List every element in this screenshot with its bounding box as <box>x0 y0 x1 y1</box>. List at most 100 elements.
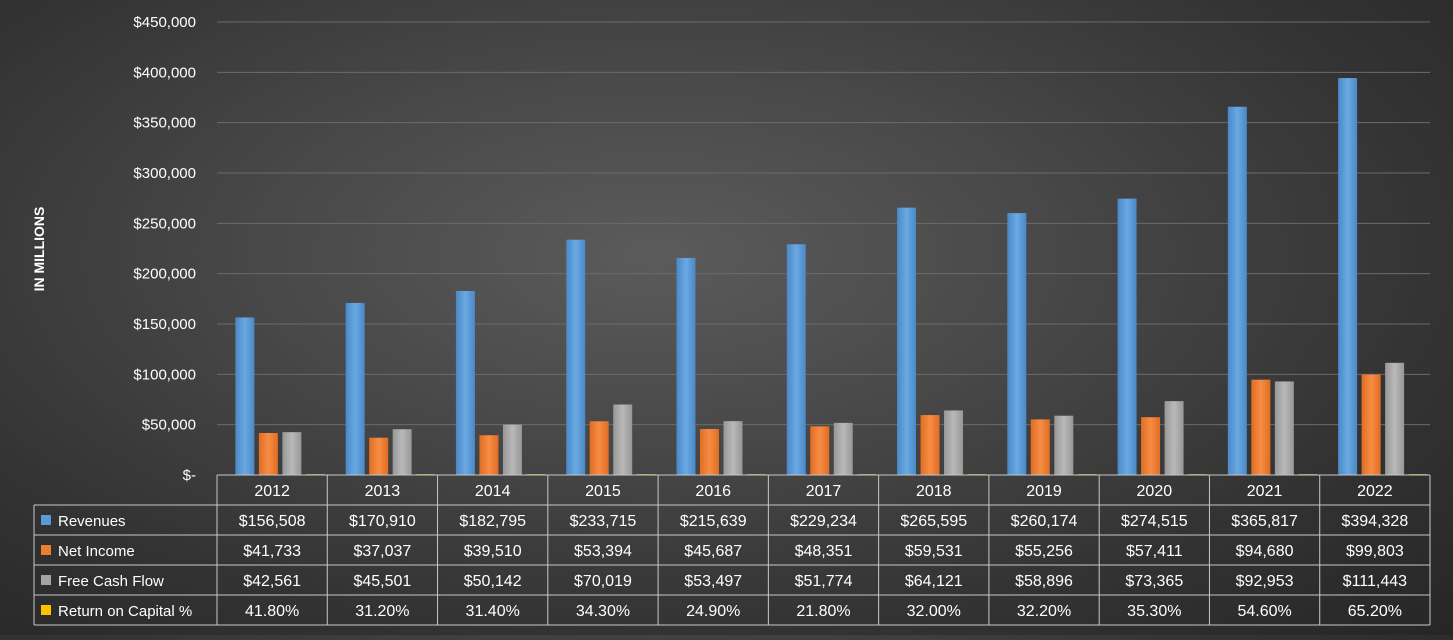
bar-revenues-2019 <box>1007 213 1027 476</box>
bar-free-cash-flow-2014 <box>502 424 522 475</box>
data-label: $170,910 <box>349 513 416 530</box>
y-tick-label: $300,000 <box>133 165 196 182</box>
data-label: $55,256 <box>1015 543 1073 560</box>
bars <box>235 78 1428 476</box>
data-label: $215,639 <box>680 513 747 530</box>
y-tick-label: $150,000 <box>133 316 196 333</box>
data-table: 2012 2013 2014 2015 2016 2017 2018 2019 2020 2021… <box>33 474 1431 626</box>
data-label: $48,351 <box>795 543 853 560</box>
x-tick-label: 2012 <box>254 483 290 500</box>
bar-revenues-2016 <box>676 257 696 475</box>
legend-label: Net Income <box>58 543 135 560</box>
y-tick-label: $350,000 <box>133 115 196 132</box>
data-label: $45,501 <box>353 573 411 590</box>
data-label: 65.20% <box>1348 603 1402 620</box>
data-label: $260,174 <box>1011 513 1078 530</box>
data-label: $45,687 <box>684 543 742 560</box>
bar-revenues-2013 <box>345 302 365 475</box>
gridlines <box>217 21 1430 476</box>
legend-swatch <box>41 605 51 615</box>
data-label: $73,365 <box>1125 573 1183 590</box>
data-label: $233,715 <box>570 513 637 530</box>
bar-net-income-2014 <box>479 435 499 475</box>
bar-free-cash-flow-2017 <box>833 422 853 475</box>
bar-revenues-2014 <box>455 290 475 475</box>
bar-revenues-2020 <box>1117 198 1137 475</box>
legend-swatch <box>41 575 51 585</box>
bar-free-cash-flow-2015 <box>613 404 633 475</box>
bar-net-income-2017 <box>810 426 830 475</box>
x-tick-label: 2014 <box>475 483 511 500</box>
bar-net-income-2012 <box>258 432 278 475</box>
bar-net-income-2020 <box>1141 417 1161 475</box>
x-tick-label: 2019 <box>1026 483 1062 500</box>
data-label: $394,328 <box>1341 513 1408 530</box>
y-tick-label: $450,000 <box>133 14 196 31</box>
legend-label: Return on Capital % <box>58 603 192 620</box>
y-tick-label: $400,000 <box>133 64 196 81</box>
data-label: $365,817 <box>1231 513 1298 530</box>
bar-revenues-2012 <box>235 317 255 475</box>
data-label: 54.60% <box>1237 603 1291 620</box>
data-label: $229,234 <box>790 513 857 530</box>
bar-net-income-2016 <box>699 429 719 475</box>
bar-net-income-2013 <box>369 437 389 475</box>
data-label: $51,774 <box>795 573 853 590</box>
bar-free-cash-flow-2012 <box>282 432 302 475</box>
bar-free-cash-flow-2019 <box>1054 415 1074 475</box>
data-label: $53,497 <box>684 573 742 590</box>
bar-net-income-2018 <box>920 415 940 475</box>
data-label: $39,510 <box>464 543 522 560</box>
data-label: $156,508 <box>239 513 306 530</box>
data-label: $99,803 <box>1346 543 1404 560</box>
data-label: 35.30% <box>1127 603 1181 620</box>
bar-net-income-2021 <box>1251 379 1271 475</box>
data-label: $50,142 <box>464 573 522 590</box>
data-label: $37,037 <box>353 543 411 560</box>
data-label: $41,733 <box>243 543 301 560</box>
data-label: $92,953 <box>1236 573 1294 590</box>
data-label: $70,019 <box>574 573 632 590</box>
bar-free-cash-flow-2020 <box>1164 401 1184 475</box>
data-label: 21.80% <box>796 603 850 620</box>
data-label: 31.20% <box>355 603 409 620</box>
data-label: $53,394 <box>574 543 632 560</box>
y-tick-label: $100,000 <box>133 366 196 383</box>
x-tick-label: 2021 <box>1247 483 1283 500</box>
data-label: $111,443 <box>1343 573 1407 590</box>
y-tick-label: $200,000 <box>133 266 196 283</box>
bar-net-income-2022 <box>1361 374 1381 475</box>
y-tick-label: $50,000 <box>142 417 196 434</box>
x-tick-label: 2016 <box>695 483 731 500</box>
x-tick-label: 2022 <box>1357 483 1393 500</box>
data-label: $57,411 <box>1126 543 1183 560</box>
bar-free-cash-flow-2022 <box>1385 362 1405 475</box>
y-tick-label: $250,000 <box>133 215 196 232</box>
legend-label: Revenues <box>58 513 126 530</box>
data-label: 31.40% <box>466 603 520 620</box>
bar-revenues-2021 <box>1227 106 1247 476</box>
data-label: $182,795 <box>459 513 526 530</box>
bar-revenues-2018 <box>897 207 917 475</box>
bar-free-cash-flow-2018 <box>944 410 964 475</box>
data-label: 32.20% <box>1017 603 1071 620</box>
bar-revenues-2017 <box>786 244 806 475</box>
bar-net-income-2015 <box>589 421 609 475</box>
x-tick-label: 2018 <box>916 483 952 500</box>
data-label: 24.90% <box>686 603 740 620</box>
data-label: $59,531 <box>905 543 963 560</box>
data-label: $94,680 <box>1236 543 1294 560</box>
data-label: $42,561 <box>243 573 301 590</box>
data-label: $64,121 <box>905 573 963 590</box>
legend-label: Free Cash Flow <box>58 573 164 590</box>
y-tick-label: $- <box>183 467 196 484</box>
bar-free-cash-flow-2013 <box>392 429 412 475</box>
data-label: 32.00% <box>907 603 961 620</box>
data-label: 41.80% <box>245 603 299 620</box>
y-axis-title: IN MILLIONS <box>31 207 47 292</box>
x-tick-label: 2017 <box>806 483 842 500</box>
x-tick-label: 2020 <box>1137 483 1173 500</box>
x-tick-label: 2013 <box>365 483 401 500</box>
